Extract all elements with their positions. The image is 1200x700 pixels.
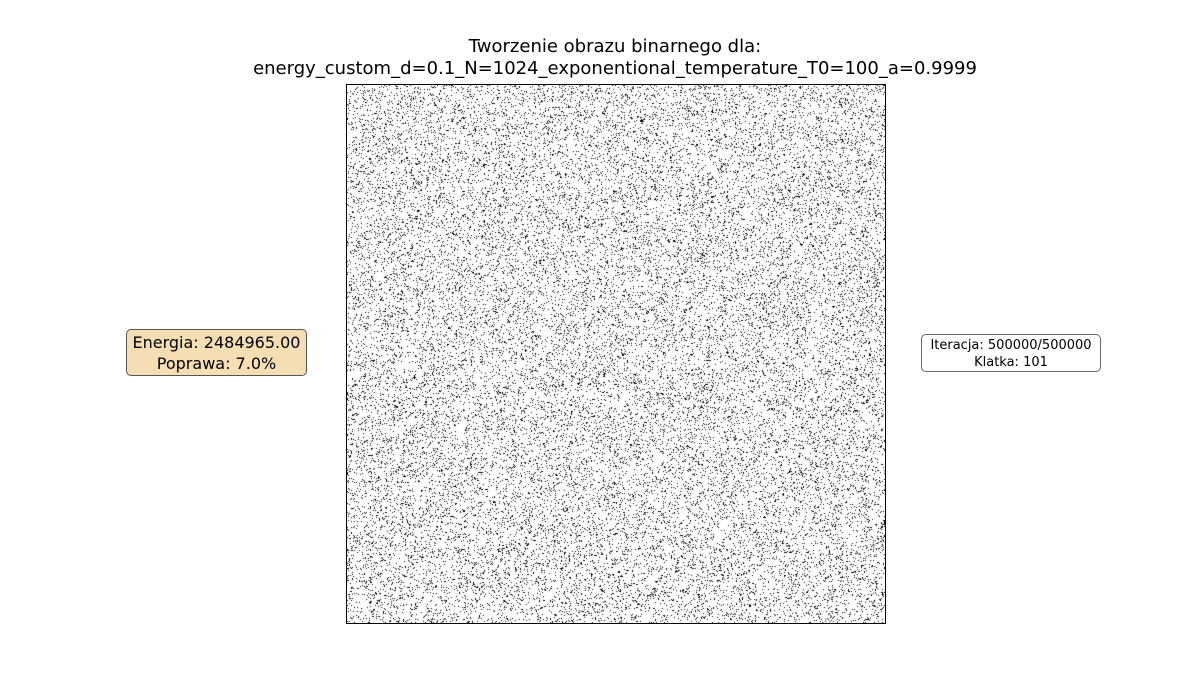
iteration-label: Iteracja: 500000/500000 [930,338,1092,353]
improvement-label: Poprawa: 7.0% [156,354,277,373]
energy-label: Energia: 2484965.00 [132,333,301,352]
chart-title: Tworzenie obrazu binarnego dla: energy_c… [0,36,1200,80]
binary-image-canvas [347,85,885,623]
energy-info-box: Energia: 2484965.00 Poprawa: 7.0% [126,329,307,376]
iteration-info-box: Iteracja: 500000/500000 Klatka: 101 [921,334,1101,372]
chart-title-line-1: Tworzenie obrazu binarnego dla: [468,36,762,57]
binary-image-plot [346,84,886,624]
chart-title-line-2: energy_custom_d=0.1_N=1024_exponentional… [253,58,977,79]
frame-label: Klatka: 101 [974,355,1048,370]
